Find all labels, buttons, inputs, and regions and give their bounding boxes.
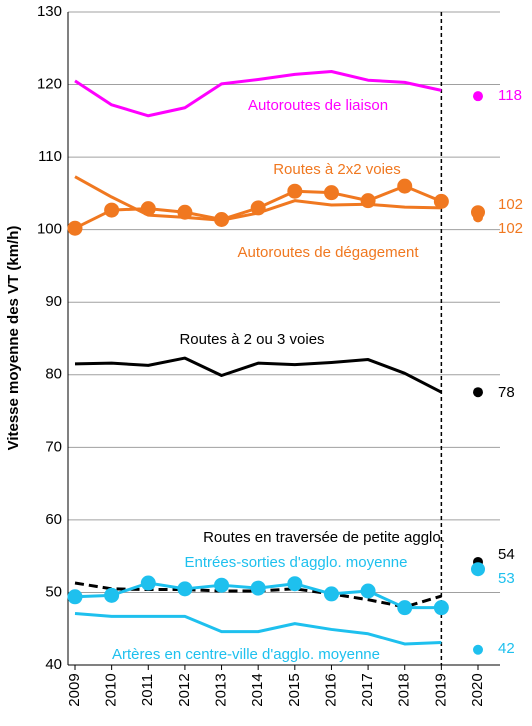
point [104,202,120,218]
series-label: Artères en centre-ville d'agglo. moyenne [112,646,380,663]
point [67,220,83,236]
point [433,600,449,616]
series-label: Routes à 2x2 voies [273,161,401,178]
x-tick-label: 2020 [469,673,486,706]
y-tick-label: 100 [37,221,62,238]
point [473,212,483,223]
point [177,581,193,597]
y-tick-label: 80 [45,366,62,383]
x-tick-label: 2013 [213,673,230,706]
y-tick-label: 40 [45,656,62,673]
y-tick-label: 110 [38,148,62,165]
value-label: 54 [498,546,515,563]
series-line [74,356,443,394]
x-tick-label: 2017 [359,673,376,706]
y-tick-label: 130 [37,3,62,20]
point [397,178,413,194]
x-tick-label: 2019 [432,673,449,706]
x-tick-label: 2016 [322,673,339,706]
x-tick-label: 2010 [103,673,120,706]
value-label: 102 [498,196,523,213]
x-tick-label: 2018 [396,673,413,706]
point [323,586,339,602]
point [67,589,83,605]
point [473,644,483,655]
series-label: Autoroutes de liaison [248,97,388,114]
value-label: 78 [498,384,515,401]
point [250,580,266,596]
point [287,183,303,199]
series-label: Autoroutes de dégagement [238,244,420,261]
point [473,387,483,398]
point [473,91,483,102]
series-line [74,175,442,222]
value-label: 53 [498,570,515,587]
y-tick-label: 70 [45,438,62,455]
x-tick-label: 2015 [286,673,303,706]
point [140,575,156,591]
point [471,562,485,577]
point [214,577,230,593]
y-tick-label: 90 [45,293,62,310]
y-tick-label: 60 [45,511,62,528]
series-line [74,611,442,646]
point [323,185,339,201]
x-tick-label: 2012 [176,673,193,706]
x-tick-label: 2009 [66,673,83,706]
x-tick-label: 2014 [249,673,266,706]
series-label: Routes en traversée de petite agglo. [203,529,445,546]
y-axis-label: Vitesse moyenne des VT (km/h) [5,226,22,451]
series-label: Routes à 2 ou 3 voies [179,331,324,348]
point [104,587,120,603]
point [287,576,303,592]
series-label: Entrées-sorties d'agglo. moyenne [185,554,408,571]
point [433,193,449,209]
value-label: 102 [498,220,523,237]
y-tick-label: 50 [45,583,62,600]
point [397,600,413,616]
point [360,583,376,599]
x-tick-label: 2011 [139,674,156,706]
value-label: 42 [498,640,515,657]
value-label: 118 [498,87,522,104]
series-line [74,69,442,118]
y-tick-label: 120 [37,76,62,93]
